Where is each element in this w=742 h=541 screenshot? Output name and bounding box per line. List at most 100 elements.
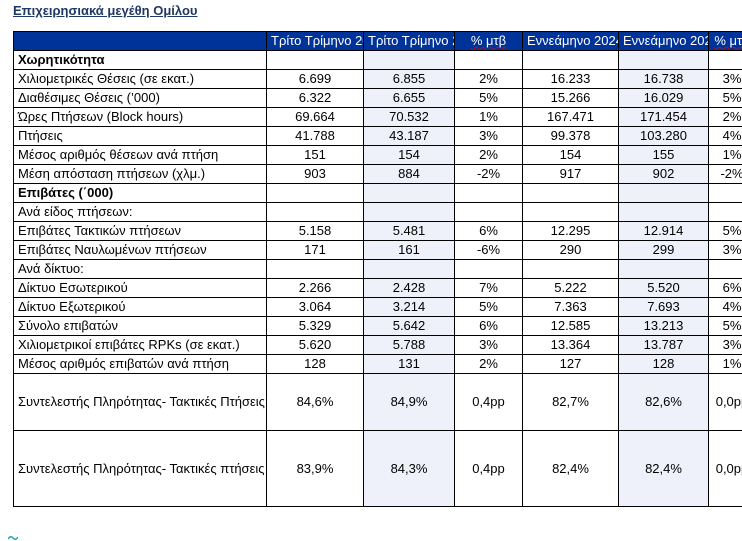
table-cell: 5% bbox=[454, 88, 523, 108]
header-yoy-q3: % μτβ bbox=[454, 31, 523, 51]
table-row: Επιβάτες (΄000) bbox=[13, 183, 742, 203]
row-label: Δίκτυο Εσωτερικού bbox=[13, 278, 267, 298]
table-cell bbox=[363, 183, 455, 203]
table-cell: 155 bbox=[618, 145, 709, 165]
table-cell: 5.222 bbox=[522, 278, 619, 298]
row-label: Επιβάτες (΄000) bbox=[13, 183, 267, 203]
table-cell: 3% bbox=[708, 335, 742, 355]
table-cell: -6% bbox=[454, 240, 523, 260]
row-label: Χωρητικότητα bbox=[13, 50, 267, 70]
table-cell: 5.642 bbox=[363, 316, 455, 336]
header-q3-2024: Τρίτο Τρίμηνο 2024 bbox=[266, 31, 364, 51]
header-yoy-9m: % μτβ bbox=[708, 31, 742, 51]
table-cell: 5.481 bbox=[363, 221, 455, 241]
table-row: Σύνολο επιβατών 5.329 5.642 6% 12.585 13.213 5… bbox=[13, 316, 742, 336]
table-cell: 6% bbox=[708, 278, 742, 298]
table-cell bbox=[363, 50, 455, 70]
table-cell: 0,0pp bbox=[708, 373, 742, 431]
table-cell: 3% bbox=[454, 126, 523, 146]
table-cell: 6.655 bbox=[363, 88, 455, 108]
table-cell: 4% bbox=[708, 126, 742, 146]
table-row: Ανά δίκτυο: bbox=[13, 259, 742, 279]
table-cell: 6.855 bbox=[363, 69, 455, 89]
table-cell: 3% bbox=[708, 69, 742, 89]
table-cell bbox=[266, 259, 364, 279]
table-cell: 3.064 bbox=[266, 297, 364, 317]
table-row: Μέσος αριθμός θέσεων ανά πτήση 151 154 2% 15… bbox=[13, 145, 742, 165]
table-cell: 7% bbox=[454, 278, 523, 298]
header-q3-2025: Τρίτο Τρίμηνο 2025 bbox=[363, 31, 455, 51]
row-label: Χιλιομετρικοί επιβάτες RPKs (σε εκατ.) bbox=[13, 335, 267, 355]
table-cell bbox=[266, 50, 364, 70]
table-cell: 12.914 bbox=[618, 221, 709, 241]
table-cell: 5% bbox=[708, 221, 742, 241]
table-cell: 15.266 bbox=[522, 88, 619, 108]
row-label: Δίκτυο Εξωτερικού bbox=[13, 297, 267, 317]
table-cell: 5.329 bbox=[266, 316, 364, 336]
table-cell: 171 bbox=[266, 240, 364, 260]
table-cell: 290 bbox=[522, 240, 619, 260]
table-cell: 128 bbox=[618, 354, 709, 374]
table-cell: 917 bbox=[522, 164, 619, 184]
table-cell bbox=[266, 202, 364, 222]
row-label: Διαθέσιμες Θέσεις (’000) bbox=[13, 88, 267, 108]
table-cell bbox=[522, 183, 619, 203]
table-cell bbox=[522, 202, 619, 222]
table-cell bbox=[618, 202, 709, 222]
table-cell: 43.187 bbox=[363, 126, 455, 146]
table-title: Επιχειρησιακά μεγέθη Ομίλου bbox=[13, 3, 198, 18]
table-row: Πτήσεις 41.788 43.187 3% 99.378 103.280 4% bbox=[13, 126, 742, 146]
table-cell: 3% bbox=[708, 240, 742, 260]
table-cell: 82,4% bbox=[522, 430, 619, 507]
table-cell: 0,4pp bbox=[454, 430, 523, 507]
table-cell: 12.585 bbox=[522, 316, 619, 336]
table-cell: 83,9% bbox=[266, 430, 364, 507]
table-cell: 171.454 bbox=[618, 107, 709, 127]
table-cell: 5.788 bbox=[363, 335, 455, 355]
table-cell: 151 bbox=[266, 145, 364, 165]
table-row: Μέσος αριθμός επιβατών ανά πτήση 128 131 2%… bbox=[13, 354, 742, 374]
table-cell: 41.788 bbox=[266, 126, 364, 146]
table-cell: 127 bbox=[522, 354, 619, 374]
table-cell: 1% bbox=[708, 145, 742, 165]
table-cell: 2.266 bbox=[266, 278, 364, 298]
table-cell: 13.364 bbox=[522, 335, 619, 355]
row-label: Μέσος αριθμός θέσεων ανά πτήση bbox=[13, 145, 267, 165]
table-cell: 5.520 bbox=[618, 278, 709, 298]
table-row: Δίκτυο Εξωτερικού 3.064 3.214 5% 7.363 7.693 4… bbox=[13, 297, 742, 317]
kpi-table: Τρίτο Τρίμηνο 2024 Τρίτο Τρίμηνο 2025 % … bbox=[13, 31, 742, 507]
table-row: Επιβάτες Τακτικών πτήσεων 5.158 5.481 6% 12.… bbox=[13, 221, 742, 241]
table-cell: 69.664 bbox=[266, 107, 364, 127]
table-cell: 1% bbox=[708, 354, 742, 374]
table-cell: 82,4% bbox=[618, 430, 709, 507]
table-row: Διαθέσιμες Θέσεις (’000) 6.322 6.655 5% 15.2… bbox=[13, 88, 742, 108]
table-row: Ώρες Πτήσεων (Block hours) 69.664 70.532 1%… bbox=[13, 107, 742, 127]
table-cell: 154 bbox=[363, 145, 455, 165]
table-cell: 84,9% bbox=[363, 373, 455, 431]
table-cell bbox=[708, 202, 742, 222]
table-cell bbox=[363, 202, 455, 222]
table-row: Χωρητικότητα bbox=[13, 50, 742, 70]
table-cell: 2% bbox=[708, 107, 742, 127]
table-row: Ανά είδος πτήσεων: bbox=[13, 202, 742, 222]
table-row: Συντελεστής Πληρότητας- Τακτικές Πτήσεις… bbox=[13, 373, 742, 431]
table-row: Επιβάτες Ναυλωμένων πτήσεων 171 161 -6% 290 2… bbox=[13, 240, 742, 260]
row-label: Συντελεστής Πληρότητας- Τακτικές Πτήσεις… bbox=[13, 373, 267, 431]
row-label: Ανά είδος πτήσεων: bbox=[13, 202, 267, 222]
table-cell: 161 bbox=[363, 240, 455, 260]
table-cell: 2% bbox=[454, 145, 523, 165]
table-cell: 6% bbox=[454, 316, 523, 336]
table-cell: 2% bbox=[454, 354, 523, 374]
table-cell: 16.738 bbox=[618, 69, 709, 89]
table-cell: 6% bbox=[454, 221, 523, 241]
table-cell bbox=[522, 259, 619, 279]
header-9m-2025: Εννεάμηνο 2025 bbox=[618, 31, 709, 51]
table-cell: 84,6% bbox=[266, 373, 364, 431]
table-cell: 131 bbox=[363, 354, 455, 374]
table-row: Μέση απόσταση πτήσεων (χλμ.) 903 884 -2% 917… bbox=[13, 164, 742, 184]
table-cell bbox=[708, 50, 742, 70]
table-cell: 6.699 bbox=[266, 69, 364, 89]
table-row: Δίκτυο Εσωτερικού 2.266 2.428 7% 5.222 5.520 6… bbox=[13, 278, 742, 298]
row-label: Πτήσεις bbox=[13, 126, 267, 146]
row-label: Ώρες Πτήσεων (Block hours) bbox=[13, 107, 267, 127]
